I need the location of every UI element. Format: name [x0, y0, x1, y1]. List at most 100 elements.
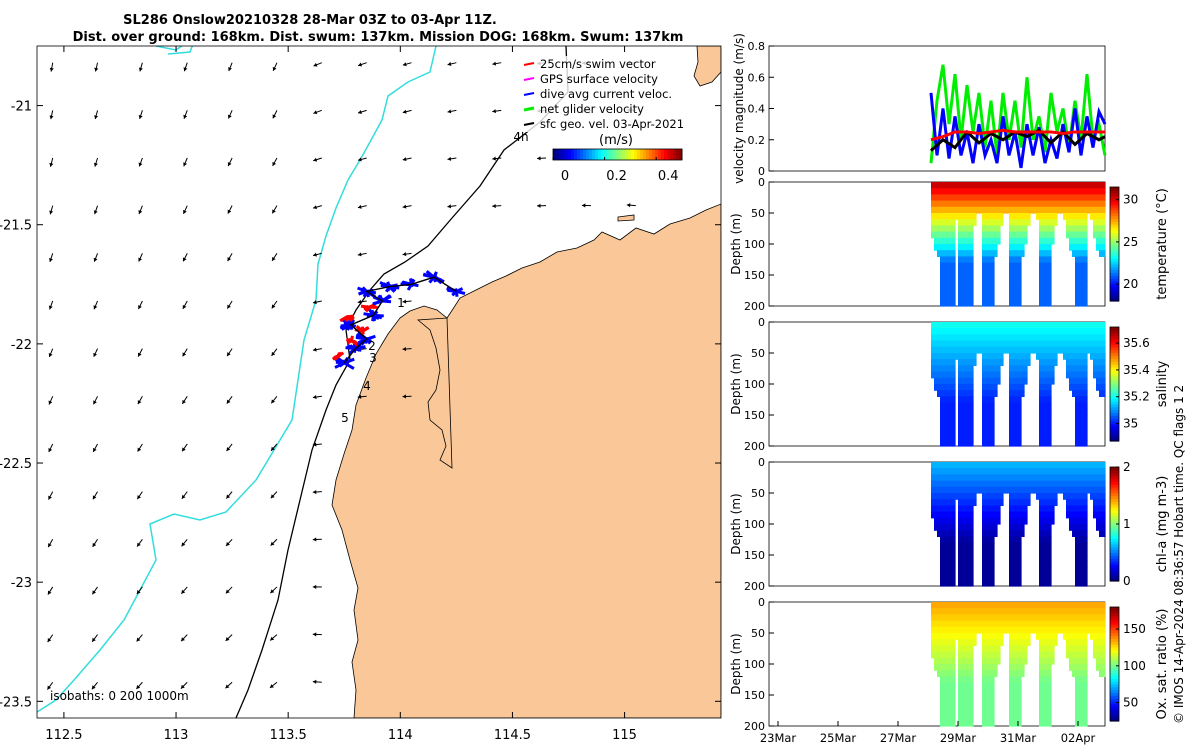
section-cell [973, 334, 977, 342]
section-cell [1084, 548, 1088, 556]
section-cell [1018, 384, 1022, 391]
section-cell [1048, 670, 1052, 677]
section-cell [1087, 608, 1091, 615]
section-cell [940, 219, 944, 226]
section-cell [976, 346, 980, 354]
section-cell [1069, 517, 1073, 525]
section-cell [967, 561, 971, 568]
section-cell [988, 225, 992, 233]
section-cell [982, 474, 986, 482]
section-cell [1012, 462, 1016, 469]
section-cell [1042, 384, 1046, 391]
section-cell [1048, 651, 1052, 659]
section-cell [994, 377, 998, 385]
section-cell [1057, 602, 1061, 609]
section-cell [1087, 188, 1091, 195]
section-cell [1048, 293, 1052, 301]
section-cell [1024, 633, 1028, 640]
section-cell [940, 480, 944, 488]
section-cell [1039, 620, 1043, 628]
velocity-arrowhead [137, 352, 142, 357]
section-cell [964, 573, 968, 581]
section-cell [964, 517, 968, 525]
section-cell [988, 281, 992, 288]
section-cell [1063, 206, 1067, 214]
velocity-arrowhead [492, 61, 497, 66]
section-cell [1015, 244, 1019, 251]
section-cell [1003, 474, 1007, 482]
section-cell [988, 633, 992, 640]
section-colorbar-segment [1110, 489, 1119, 494]
section-cell [1096, 657, 1100, 665]
section-cell [1093, 626, 1097, 634]
section-cell [1048, 237, 1052, 245]
section-cell [1000, 639, 1004, 646]
section-cell [1042, 256, 1046, 264]
section-cell [982, 707, 986, 715]
section-cell [967, 682, 971, 690]
section-cell [1021, 244, 1025, 251]
section-cell [1048, 256, 1052, 264]
section-cell [1039, 415, 1043, 422]
section-cell [940, 517, 944, 525]
section-cell [1045, 334, 1049, 342]
section-colorbar-segment [1110, 683, 1119, 688]
section-cell [937, 486, 941, 494]
section-cell [961, 390, 965, 397]
section-cell [970, 486, 974, 494]
colorbar-segment [634, 149, 638, 160]
section-colorbar-segment [1110, 492, 1119, 497]
section-cell [1015, 402, 1019, 410]
section-cell [1048, 486, 1052, 494]
section-cell [982, 262, 986, 270]
section-cell [949, 468, 953, 475]
section-cell [991, 524, 995, 531]
section-cell [931, 322, 935, 329]
colorbar-segment [604, 149, 608, 160]
section-cell [955, 480, 959, 488]
section-cell [1075, 359, 1079, 366]
section-cell [964, 682, 968, 690]
section-cell [1090, 200, 1094, 208]
section-cell [1099, 614, 1103, 622]
section-cell [1090, 474, 1094, 482]
section-cell [988, 701, 992, 708]
section-cell [952, 626, 956, 634]
section-cell [940, 365, 944, 373]
section-cell [1015, 200, 1019, 208]
section-colorbar-segment [1110, 607, 1119, 611]
section-cell [988, 486, 992, 494]
section-cell [988, 402, 992, 410]
section-cell [1072, 633, 1076, 640]
section-cell [970, 645, 974, 653]
section-cell [931, 206, 935, 214]
section-cell [952, 524, 956, 531]
section-cell [1081, 275, 1085, 282]
section-cell [1075, 524, 1079, 531]
section-y-tick-label: 50 [751, 207, 765, 220]
section-cell [982, 219, 986, 226]
map-x-tick-label: 112.5 [45, 728, 82, 743]
section-colorbar-segment [1110, 681, 1119, 685]
section-cell [1051, 353, 1055, 360]
section-cell [994, 505, 998, 513]
section-cell [958, 365, 962, 373]
section-cell [1051, 462, 1055, 469]
section-cell [997, 468, 1001, 475]
section-cell [985, 701, 989, 708]
section-cell [952, 244, 956, 251]
section-cell [1054, 206, 1058, 214]
section-colorbar-segment [1110, 475, 1119, 479]
section-cell [937, 499, 941, 506]
section-cell [1102, 530, 1106, 537]
section-cell [964, 614, 968, 622]
section-cell [940, 390, 944, 397]
section-cell [1030, 322, 1034, 329]
section-cell [955, 200, 959, 208]
section-cell [967, 493, 971, 500]
section-cell [1018, 334, 1022, 342]
section-cell [1015, 511, 1019, 519]
section-cell [967, 670, 971, 677]
section-colorbar-segment [1110, 524, 1119, 528]
section-cell [1078, 676, 1082, 684]
